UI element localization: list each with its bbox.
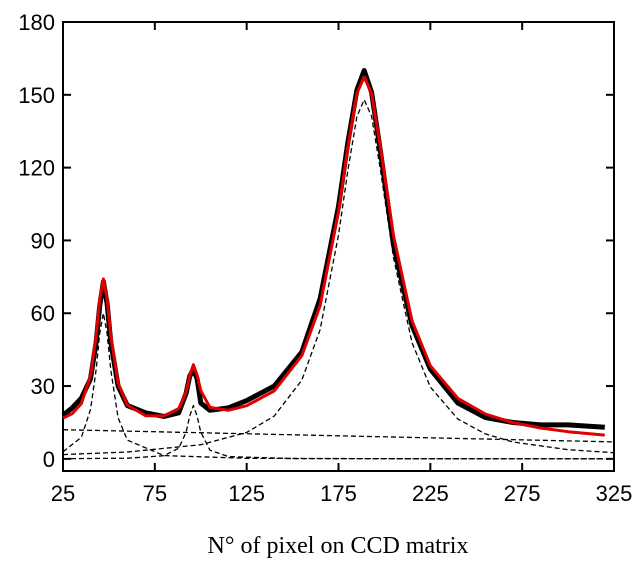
x-axis-label: N° of pixel on CCD matrix	[208, 533, 469, 559]
y-tick-label: 0	[43, 447, 55, 472]
component-line	[62, 404, 605, 460]
y-tick-label: 120	[18, 156, 55, 181]
x-tick-label: 75	[143, 481, 167, 506]
x-tick-label: 25	[51, 481, 75, 506]
component-line	[62, 99, 615, 456]
x-tick-label: 175	[320, 481, 357, 506]
plot-frame	[62, 21, 615, 472]
x-tick-label: 125	[228, 481, 265, 506]
y-tick-label: 30	[31, 374, 55, 399]
x-tick-label: 275	[504, 481, 541, 506]
y-tick-label: 180	[18, 10, 55, 35]
y-tick-label: 90	[31, 228, 55, 253]
component-line	[62, 312, 605, 460]
x-tick-label: 225	[412, 481, 449, 506]
x-tick-label: 325	[596, 481, 633, 506]
series-line	[61, 68, 605, 430]
y-tick-label: 150	[18, 83, 55, 108]
component-line	[62, 429, 615, 443]
y-tick-label: 60	[31, 301, 55, 326]
series-line	[62, 75, 605, 437]
